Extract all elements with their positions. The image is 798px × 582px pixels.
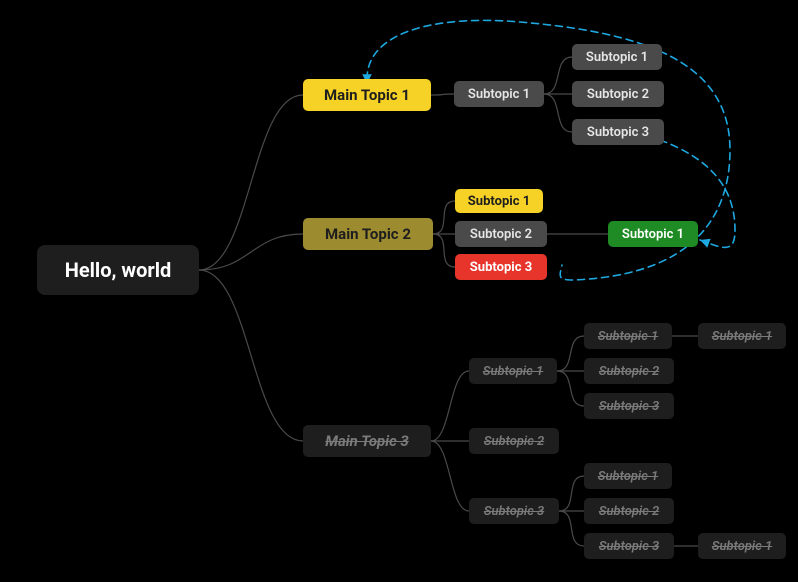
edge-m3-m3s1 [431, 371, 469, 441]
node-root[interactable]: Hello, world [37, 245, 199, 295]
node-label: Subtopic 1 [468, 195, 530, 208]
node-m3[interactable]: Main Topic 3 [303, 425, 431, 457]
node-m3s3c1[interactable]: Subtopic 1 [698, 533, 786, 559]
node-label: Subtopic 1 [712, 540, 772, 553]
node-m3s1a[interactable]: Subtopic 1 [584, 323, 672, 349]
edge-m3s3-m3s3c [559, 511, 584, 546]
node-label: Subtopic 1 [598, 330, 658, 343]
edge-m1s1-m1s1c [544, 94, 572, 132]
edge-m1-m1s1 [431, 94, 454, 95]
edge-m3s1-m3s1a [557, 336, 584, 371]
edge-root-m2 [199, 234, 303, 270]
node-label: Subtopic 2 [587, 88, 649, 101]
node-m3s2[interactable]: Subtopic 2 [469, 428, 559, 454]
node-m2s3[interactable]: Subtopic 3 [455, 254, 547, 280]
node-label: Main Topic 3 [325, 434, 408, 449]
node-m1s1a[interactable]: Subtopic 1 [572, 44, 662, 70]
edge-m2-m2s3 [433, 234, 455, 267]
node-label: Subtopic 1 [622, 228, 684, 241]
node-label: Main Topic 2 [325, 227, 411, 242]
edge-m1s1-m1s1a [544, 57, 572, 94]
node-m1s1c[interactable]: Subtopic 3 [572, 119, 664, 145]
node-label: Subtopic 2 [599, 505, 659, 518]
node-label: Subtopic 1 [468, 88, 530, 101]
node-label: Subtopic 3 [599, 540, 659, 553]
edge-root-m3 [199, 270, 303, 441]
node-label: Subtopic 2 [484, 435, 544, 448]
mindmap-stage: Hello, world Main Topic 1 Subtopic 1 Subtop… [0, 0, 798, 582]
node-m3s3c[interactable]: Subtopic 3 [584, 533, 674, 559]
node-label: Subtopic 1 [598, 470, 658, 483]
node-m3s1a1[interactable]: Subtopic 1 [698, 323, 786, 349]
node-label: Subtopic 3 [470, 261, 532, 274]
node-label: Subtopic 1 [483, 365, 543, 378]
node-m1s1b[interactable]: Subtopic 2 [572, 81, 664, 107]
node-m2s2[interactable]: Subtopic 2 [455, 221, 547, 247]
node-m1s1[interactable]: Subtopic 1 [454, 81, 544, 107]
node-m3s1b[interactable]: Subtopic 2 [584, 358, 674, 384]
node-m1[interactable]: Main Topic 1 [303, 79, 431, 111]
node-label: Hello, world [65, 260, 172, 280]
node-m3s3b[interactable]: Subtopic 2 [584, 498, 674, 524]
node-label: Subtopic 2 [470, 228, 532, 241]
node-label: Subtopic 2 [599, 365, 659, 378]
node-m3s1[interactable]: Subtopic 1 [469, 358, 557, 384]
edge-m3-m3s3 [431, 441, 469, 511]
node-label: Subtopic 1 [712, 330, 772, 343]
edge-m2-m2s1 [433, 201, 455, 234]
node-m3s3[interactable]: Subtopic 3 [469, 498, 559, 524]
node-m3s3a[interactable]: Subtopic 1 [584, 463, 672, 489]
edge-root-m1 [199, 95, 303, 270]
node-label: Subtopic 3 [484, 505, 544, 518]
edge-m3s1-m3s1c [557, 371, 584, 406]
node-label: Subtopic 1 [586, 51, 648, 64]
node-m3s1c[interactable]: Subtopic 3 [584, 393, 674, 419]
node-m2s2a[interactable]: Subtopic 1 [608, 221, 698, 247]
node-label: Subtopic 3 [599, 400, 659, 413]
node-label: Subtopic 3 [587, 126, 649, 139]
node-m2s1[interactable]: Subtopic 1 [455, 189, 543, 213]
node-m2[interactable]: Main Topic 2 [303, 218, 433, 250]
edge-m3s3-m3s3a [559, 476, 584, 511]
node-label: Main Topic 1 [324, 88, 410, 103]
